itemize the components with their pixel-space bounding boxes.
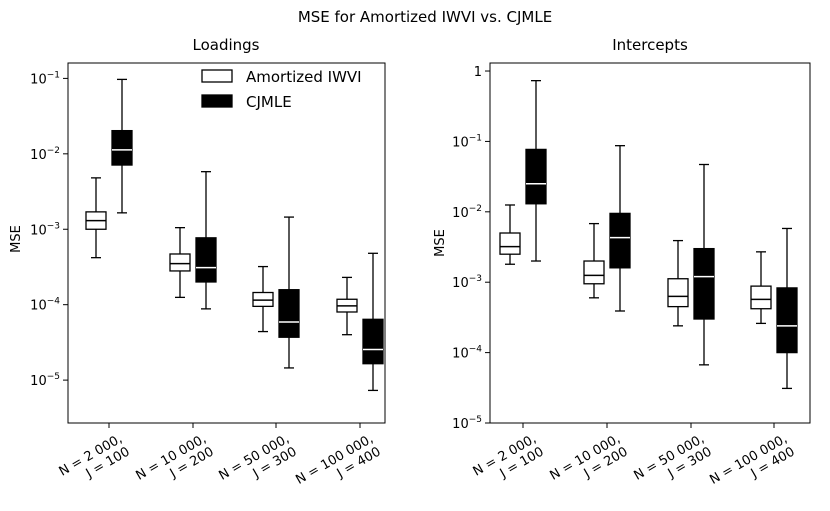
intercepts-ytick-label: 10−4: [452, 345, 482, 362]
intercepts-cjmle-box: [525, 148, 547, 205]
loadings-ytick-label: 10−5: [30, 372, 60, 389]
loadings-cjmle-box: [111, 129, 133, 166]
intercepts-iwvi-box: [583, 260, 605, 285]
intercepts-ylabel: MSE: [433, 229, 448, 257]
legend-swatch: [201, 94, 233, 108]
loadings-ytick-label: 10−3: [30, 221, 60, 238]
intercepts-title: Intercepts: [612, 36, 688, 54]
loadings-xtick-label: N = 100 000,J = 400: [293, 431, 383, 500]
loadings-axes-frame: [67, 62, 386, 424]
intercepts-panel: Intercepts MSE 10−5 10−4 10−3 10−2 10−1 1 N = …: [433, 36, 811, 500]
legend-label: Amortized IWVI: [246, 68, 362, 86]
intercepts-ytick-label: 10−5: [452, 415, 482, 432]
loadings-ylabel: MSE: [9, 225, 24, 253]
loadings-ytick-label: 10−2: [30, 146, 60, 163]
intercepts-axes-frame: [489, 62, 811, 424]
intercepts-cjmle-box: [609, 212, 631, 269]
loadings-ytick-label: 10−4: [30, 297, 60, 314]
intercepts-xtick-label: N = 50 000,J = 300: [632, 431, 715, 496]
intercepts-ytick-label: 10−3: [452, 274, 482, 291]
loadings-panel: Loadings MSE 10−5 10−4 10−3 10−2 10−1 N = 2 0…: [9, 36, 386, 500]
intercepts-iwvi-box: [750, 285, 772, 310]
legend-label: CJMLE: [246, 93, 292, 111]
loadings-xtick-label: N = 50 000,J = 300: [217, 431, 300, 496]
loadings-xtick-label: N = 10 000,J = 200: [134, 431, 217, 496]
figure-title: MSE for Amortized IWVI vs. CJMLE: [298, 8, 552, 26]
intercepts-ytick-label: 10−1: [452, 133, 482, 150]
intercepts-ytick-label: 1: [474, 65, 482, 80]
intercepts-cjmle-box: [693, 247, 715, 320]
loadings-iwvi-box: [169, 253, 191, 272]
intercepts-ytick-label: 10−2: [452, 204, 482, 221]
intercepts-xtick-label: N = 2 000,J = 100: [471, 431, 547, 492]
intercepts-cjmle-box: [776, 287, 798, 354]
intercepts-iwvi-box: [499, 232, 521, 255]
loadings-title: Loadings: [193, 36, 260, 54]
loadings-ytick-label: 10−1: [30, 70, 60, 87]
intercepts-iwvi-box: [667, 278, 689, 308]
loadings-cjmle-box: [278, 289, 300, 338]
loadings-cjmle-box: [362, 318, 384, 365]
legend-swatch: [201, 69, 233, 83]
loadings-cjmle-box: [195, 237, 217, 283]
intercepts-xtick-label: N = 10 000,J = 200: [548, 431, 631, 496]
loadings-xtick-label: N = 2 000,J = 100: [57, 431, 133, 492]
intercepts-xtick-label: N = 100 000,J = 400: [707, 431, 797, 500]
